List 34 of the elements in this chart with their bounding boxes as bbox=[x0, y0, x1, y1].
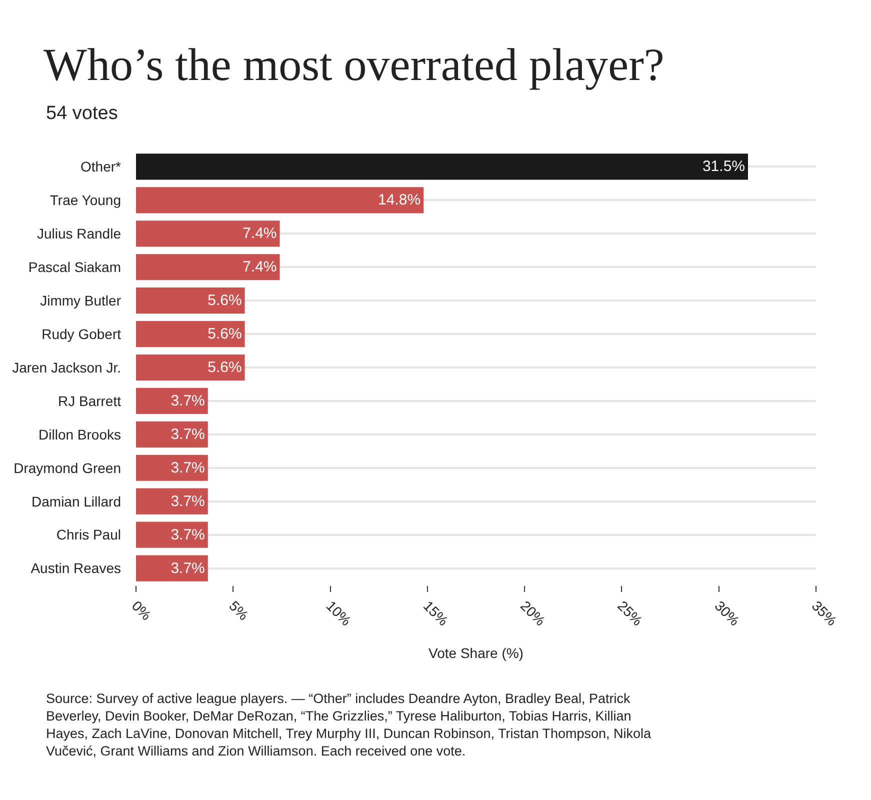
data-label: 5.6% bbox=[208, 359, 242, 376]
y-tick-label: Austin Reaves bbox=[30, 560, 121, 576]
data-label: 3.7% bbox=[170, 492, 205, 510]
data-label: 5.6% bbox=[208, 326, 242, 343]
data-label: 3.7% bbox=[170, 526, 205, 544]
x-tick-label: 0% bbox=[128, 598, 155, 624]
data-label: 3.7% bbox=[170, 459, 205, 476]
x-axis-title: Vote Share (%) bbox=[428, 644, 524, 661]
x-tick-label: 5% bbox=[226, 598, 252, 624]
data-label: 7.4% bbox=[242, 225, 277, 242]
y-tick-label: Dillon Brooks bbox=[38, 426, 121, 442]
data-label: 14.8% bbox=[378, 192, 421, 209]
x-tick-label: 10% bbox=[323, 598, 354, 629]
data-label: 3.7% bbox=[170, 560, 205, 577]
y-tick-label: Rudy Gobert bbox=[42, 326, 122, 342]
data-label: 7.4% bbox=[242, 258, 277, 276]
x-tick-label: 15% bbox=[420, 598, 452, 629]
y-tick-label: Chris Paul bbox=[56, 526, 121, 543]
y-tick-label: Damian Lillard bbox=[32, 493, 121, 510]
data-label: 3.7% bbox=[170, 392, 205, 410]
chart-title: Who’s the most overrated player? bbox=[44, 39, 664, 90]
y-tick-label: Jaren Jackson Jr. bbox=[12, 359, 121, 376]
source-note: Source: Survey of active league players. — “Other” includes Deandre Ayton, Bradley Beal, Patrick Beverley, Devin Booker, DeMar DeRozan, “The Grizzlies,” Tyrese Haliburton, Tobias Harris, Killian Hayes, Zach LaVine, Donovan Mitchell, Trey Murphy III, Duncan Robinson, Tristan Thompson, Nikola Vučević, Grant Williams and Zion Williamson. Each received one vote. bbox=[46, 691, 652, 759]
y-tick-label: RJ Barrett bbox=[58, 392, 122, 409]
y-tick-label: Other* bbox=[80, 158, 122, 175]
y-tick-label: Jimmy Butler bbox=[40, 292, 122, 308]
y-tick-label: Trae Young bbox=[50, 192, 121, 208]
data-label: 31.5% bbox=[702, 158, 745, 176]
data-label: 3.7% bbox=[170, 426, 205, 443]
y-tick-label: Pascal Siakam bbox=[28, 259, 121, 276]
y-tick-label: Julius Randle bbox=[36, 226, 122, 242]
chart-subtitle: 54 votes bbox=[46, 103, 118, 124]
y-tick-label: Draymond Green bbox=[14, 460, 121, 476]
data-label: 5.6% bbox=[208, 292, 242, 310]
